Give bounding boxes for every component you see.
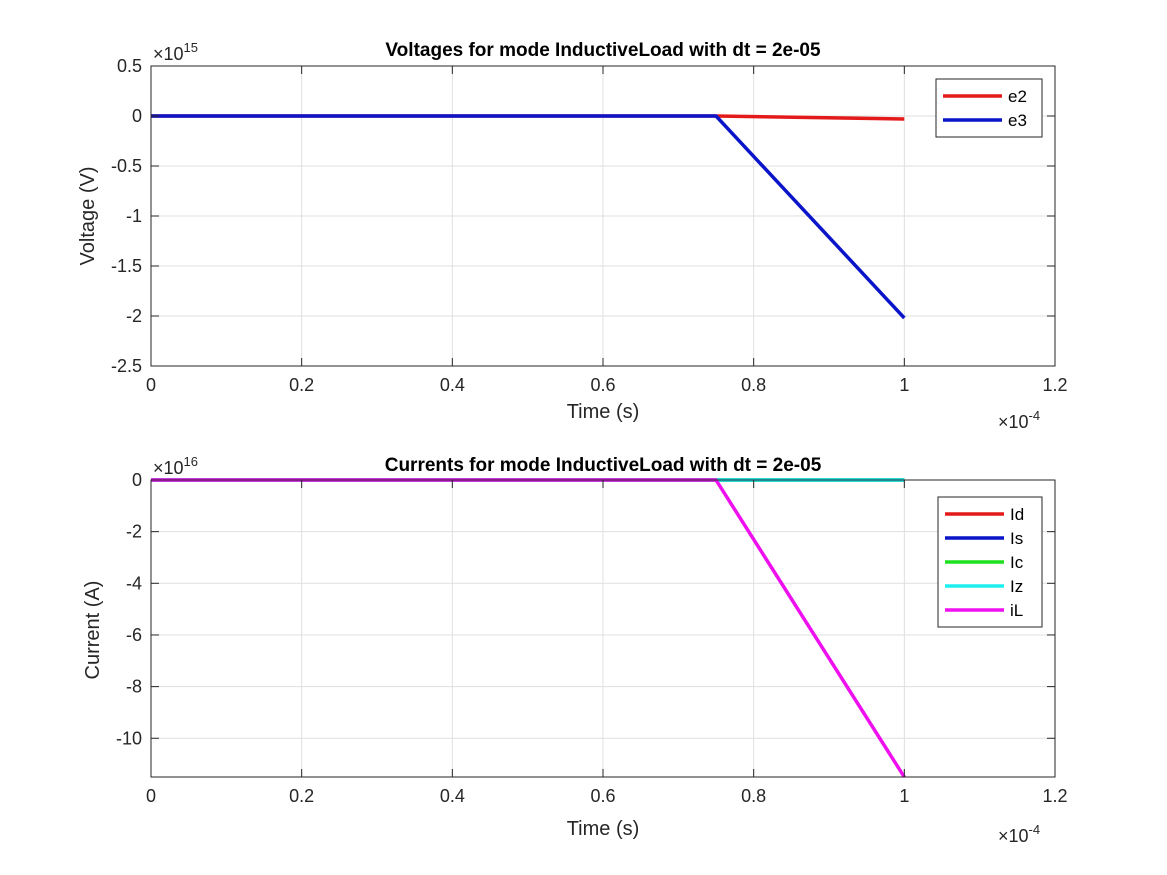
current-legend-label-Ic: Ic	[1010, 553, 1024, 572]
current-x-exponent: ×10-4	[998, 822, 1040, 846]
voltage-y-tick-label: 0	[132, 106, 142, 126]
current-y-axis-label: Current (A)	[82, 581, 104, 680]
current-y-tick-label: -10	[116, 728, 142, 748]
current-y-tick-label: -6	[126, 625, 142, 645]
voltage-y-axis-label: Voltage (V)	[77, 167, 99, 266]
current-y-tick-label: -2	[126, 522, 142, 542]
current-x-tick-label: 0.2	[289, 786, 314, 806]
voltage-chart-title: Voltages for mode InductiveLoad with dt …	[385, 40, 821, 61]
voltage-y-tick-label: -1	[126, 206, 142, 226]
voltage-x-tick-label: 0.2	[289, 375, 314, 395]
current-legend-label-Id: Id	[1010, 505, 1024, 524]
voltage-y-tick-label: -2.5	[111, 356, 142, 376]
current-x-tick-label: 0.6	[590, 786, 615, 806]
current-x-axis-label: Time (s)	[567, 818, 640, 840]
current-y-tick-label: -8	[126, 677, 142, 697]
current-legend: Id Is Ic Iz iL	[937, 496, 1043, 628]
voltage-y-tick-label: -0.5	[111, 156, 142, 176]
voltage-ticks: 0 0.2 0.4 0.6 0.8 1 1.2 -2.5 -2 -1.5 -1 -0.5 0 0.5	[111, 56, 1068, 395]
voltage-x-tick-label: 1.2	[1042, 375, 1067, 395]
current-ticks: 0 0.2 0.4 0.6 0.8 1 1.2 -10 -8 -6 -4 -2 0	[116, 470, 1068, 806]
current-x-tick-label: 0.8	[741, 786, 766, 806]
voltage-lines	[151, 114, 906, 320]
current-legend-label-iL: iL	[1010, 601, 1023, 620]
voltage-y-tick-label: -2	[126, 306, 142, 326]
current-legend-label-Is: Is	[1010, 529, 1023, 548]
voltage-legend-label-e2: e2	[1008, 87, 1027, 106]
voltage-x-tick-label: 0.4	[440, 375, 465, 395]
voltage-x-exponent: ×10-4	[998, 408, 1040, 432]
voltage-x-tick-label: 0.8	[741, 375, 766, 395]
current-y-tick-label: -4	[126, 573, 142, 593]
voltage-series-line-e3	[151, 114, 906, 320]
voltage-legend-box	[935, 78, 1043, 138]
current-y-tick-label: 0	[132, 470, 142, 490]
voltage-x-axis-label: Time (s)	[567, 401, 640, 423]
voltage-y-exponent: ×1015	[153, 40, 198, 64]
current-subplot: 0 0.2 0.4 0.6 0.8 1 1.2 -10 -8 -6 -4 -2 0 Currents f…	[82, 454, 1068, 846]
voltage-y-tick-label: -1.5	[111, 256, 142, 276]
current-x-tick-label: 0	[146, 786, 156, 806]
voltage-legend-label-e3: e3	[1008, 111, 1027, 130]
voltage-y-tick-label: 0.5	[117, 56, 142, 76]
current-x-tick-label: 0.4	[440, 786, 465, 806]
current-y-exponent: ×1016	[153, 454, 198, 478]
current-chart-title: Currents for mode InductiveLoad with dt …	[385, 455, 822, 476]
current-x-tick-label: 1.2	[1042, 786, 1067, 806]
voltage-x-tick-label: 0	[146, 375, 156, 395]
voltage-x-tick-label: 1	[899, 375, 909, 395]
voltage-x-tick-label: 0.6	[590, 375, 615, 395]
current-legend-label-Iz: Iz	[1010, 577, 1023, 596]
current-x-tick-label: 1	[899, 786, 909, 806]
voltage-subplot: 0 0.2 0.4 0.6 0.8 1 1.2 -2.5 -2 -1.5 -1 -0.5 0 0.5 Vo…	[77, 40, 1068, 432]
